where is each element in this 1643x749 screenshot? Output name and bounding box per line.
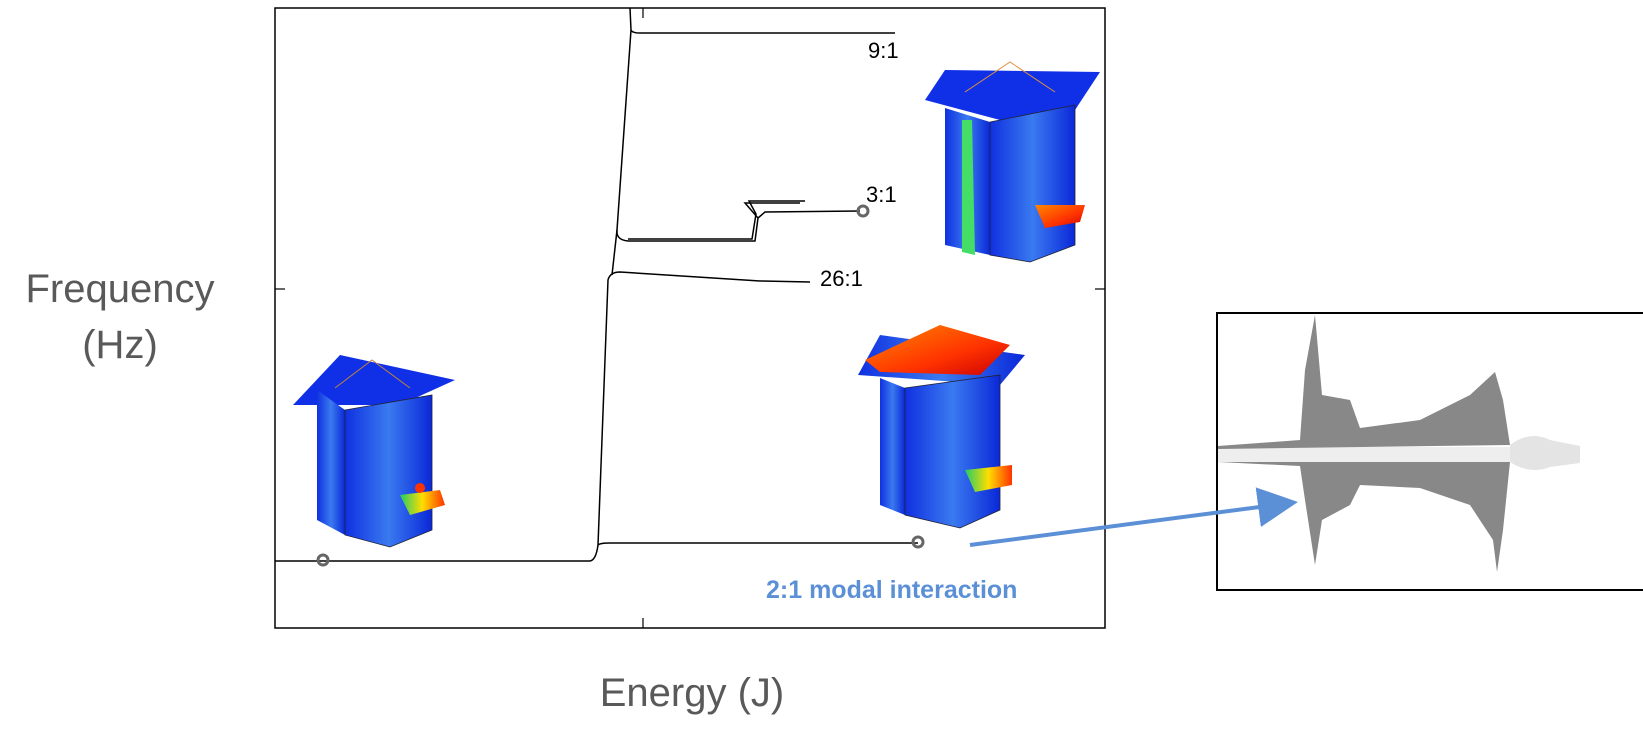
y-axis-label: Frequency xyxy=(26,267,215,311)
x-axis-label: Energy (J) xyxy=(600,671,785,715)
mode-shape-middle xyxy=(858,325,1025,528)
callout-label: 2:1 modal interaction xyxy=(766,576,1017,604)
figure: 9:1 3:1 26:1 2:1 modal interaction Ener xyxy=(0,0,1643,749)
mode-shape-right xyxy=(925,62,1100,262)
inset-waveform xyxy=(1217,313,1643,590)
page: 9:1 3:1 26:1 2:1 modal interaction Ener xyxy=(0,0,1643,749)
y-axis-label: (Hz) xyxy=(82,323,158,367)
branch-label: 9:1 xyxy=(868,38,899,63)
branch-label: 26:1 xyxy=(820,266,863,291)
mode-shape-left xyxy=(293,355,455,547)
branch-label: 3:1 xyxy=(866,182,897,207)
